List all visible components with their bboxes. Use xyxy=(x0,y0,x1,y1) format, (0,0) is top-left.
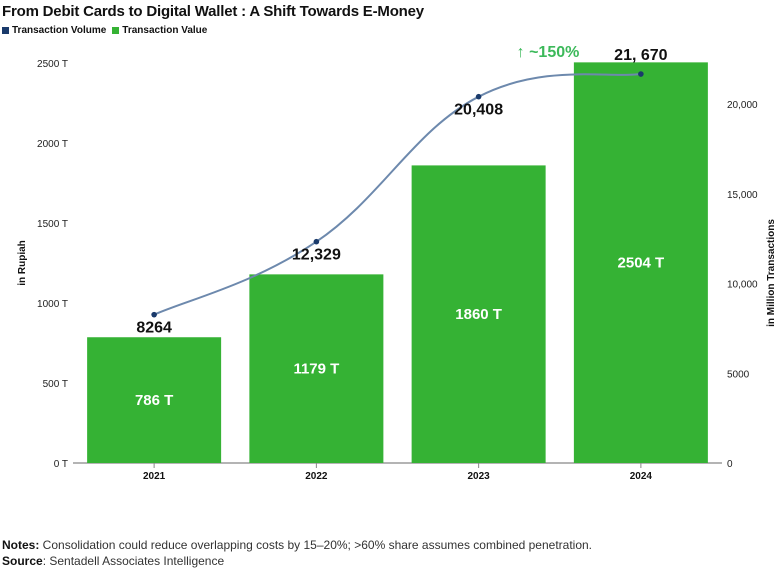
notes-line: Notes: Consolidation could reduce overla… xyxy=(2,537,592,553)
volume-point-2023 xyxy=(475,93,482,100)
notes-text: Consolidation could reduce overlapping c… xyxy=(39,538,593,552)
volume-point-2021 xyxy=(151,311,157,318)
bar-2021 xyxy=(87,337,222,463)
volume-value-label: 12,329 xyxy=(292,247,341,264)
y-right-tick-label: 10,000 xyxy=(727,280,758,291)
x-tick-label: 2023 xyxy=(468,471,491,482)
volume-value-label: 8264 xyxy=(136,320,172,337)
y-left-tick-label: 2500 T xyxy=(37,59,68,70)
y-left-tick-label: 0 T xyxy=(54,459,68,470)
legend-item-value: Transaction Value xyxy=(112,25,207,36)
x-tick-label: 2022 xyxy=(305,471,328,482)
y-right-tick-label: 20,000 xyxy=(727,100,758,111)
bar-2022 xyxy=(249,274,384,463)
growth-annotation: ↑ ~150% xyxy=(517,44,580,61)
x-tick-label: 2024 xyxy=(630,471,653,482)
y-right-tick-label: 0 xyxy=(727,459,733,470)
legend-swatch-value xyxy=(112,27,120,34)
chart-plot: 0 T 500 T 1000 T 1500 T 2000 T 2500 T 0 5000 10,… xyxy=(17,44,777,482)
y-right-tick-label: 15,000 xyxy=(727,190,758,201)
volume-point-2022 xyxy=(313,238,320,245)
legend: Transaction Volume Transaction Value xyxy=(2,25,207,36)
legend-label-volume: Transaction Volume xyxy=(12,25,107,36)
y-left-tick-label: 1500 T xyxy=(37,219,68,230)
bar-value-label: 2504 T xyxy=(618,255,665,272)
source-line: Source: Sentadell Associates Intelligenc… xyxy=(2,553,592,569)
bar-value-label: 1179 T xyxy=(293,361,339,378)
volume-value-label: 21, 670 xyxy=(614,47,667,64)
bar-value-label: 1860 T xyxy=(455,306,502,323)
y-left-tick-label: 1000 T xyxy=(37,299,68,310)
legend-swatch-volume xyxy=(2,27,9,34)
y-left-tick-label: 2000 T xyxy=(37,139,68,150)
y-right-tick-label: 5000 xyxy=(727,369,750,380)
legend-item-volume: Transaction Volume xyxy=(2,25,106,36)
y-left-tick-label: 500 T xyxy=(43,379,68,390)
volume-value-label: 20,408 xyxy=(454,102,503,119)
notes-label: Notes: xyxy=(2,538,40,552)
bar-2024 xyxy=(573,62,708,464)
bar-2023 xyxy=(411,165,546,463)
chart-title: From Debit Cards to Digital Wallet : A S… xyxy=(2,3,424,20)
y-right-axis-title: in Million Transactions xyxy=(766,219,777,327)
x-tick-label: 2021 xyxy=(143,471,166,482)
volume-line xyxy=(153,73,642,316)
footer-notes: Notes: Consolidation could reduce overla… xyxy=(2,537,592,569)
legend-label-value: Transaction Value xyxy=(122,25,208,36)
volume-point-2024 xyxy=(638,71,644,77)
source-label: Source xyxy=(2,554,43,568)
y-left-axis-title: in Rupiah xyxy=(17,240,28,286)
bar-value-label: 786 T xyxy=(135,392,173,409)
source-text: : Sentadell Associates Intelligence xyxy=(42,554,225,568)
